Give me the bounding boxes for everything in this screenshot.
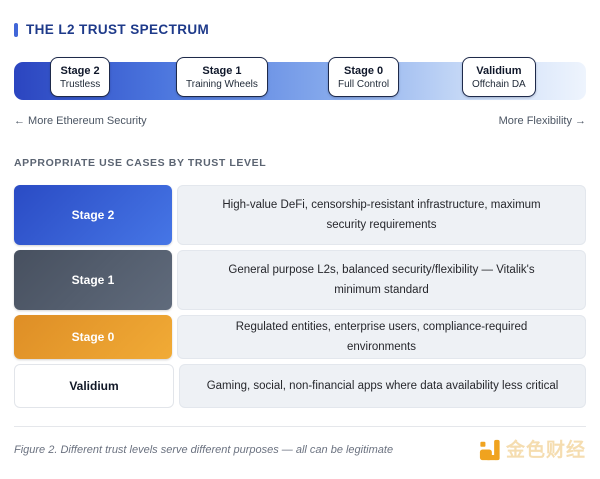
row-description: Regulated entities, enterprise users, co… — [177, 315, 586, 359]
row-description: Gaming, social, non-financial apps where… — [179, 364, 586, 408]
row-description: General purpose L2s, balanced security/f… — [177, 250, 586, 310]
stage-card-title: Stage 0 — [344, 64, 384, 77]
stage-card-validium: Validium Offchain DA — [462, 57, 536, 97]
figure-caption: Figure 2. Different trust levels serve d… — [14, 444, 394, 456]
stage-card-title: Stage 2 — [60, 64, 100, 77]
row-label-stage1: Stage 1 — [14, 250, 172, 310]
use-cases-table: Stage 2 High-value DeFi, censorship-resi… — [14, 185, 586, 408]
row-description: High-value DeFi, censorship-resistant in… — [177, 185, 586, 245]
trust-spectrum: Stage 2 Trustless Stage 1 Training Wheel… — [14, 57, 586, 101]
table-row: Stage 0 Regulated entities, enterprise u… — [14, 315, 586, 359]
brand-watermark: 金色财经 — [479, 439, 586, 461]
stage-card-subtitle: Full Control — [338, 78, 390, 90]
axis-label-flexibility: More Flexibility → — [498, 115, 586, 127]
jinse-finance-logo-icon — [479, 439, 500, 461]
title-accent-bar — [14, 22, 18, 37]
stage-card-title: Stage 1 — [202, 64, 242, 77]
axis-labels: ← More Ethereum Security More Flexibilit… — [14, 115, 586, 127]
stage-card-stage1: Stage 1 Training Wheels — [176, 57, 268, 97]
footer: Figure 2. Different trust levels serve d… — [14, 439, 586, 461]
page-title: THE L2 TRUST SPECTRUM — [26, 22, 210, 37]
table-row: Stage 2 High-value DeFi, censorship-resi… — [14, 185, 586, 245]
brand-watermark-text: 金色财经 — [505, 439, 586, 461]
row-label-validium: Validium — [14, 364, 174, 408]
row-label-stage2: Stage 2 — [14, 185, 172, 245]
footer-divider — [14, 426, 586, 427]
stage-card-subtitle: Offchain DA — [472, 78, 526, 90]
stage-card-stage2: Stage 2 Trustless — [50, 57, 111, 97]
use-cases-heading: APPROPRIATE USE CASES BY TRUST LEVEL — [14, 157, 267, 169]
table-row: Stage 1 General purpose L2s, balanced se… — [14, 250, 586, 310]
table-row: Validium Gaming, social, non-financial a… — [14, 364, 586, 408]
stage-card-title: Validium — [476, 64, 522, 77]
title-row: THE L2 TRUST SPECTRUM — [14, 0, 586, 37]
stage-card-subtitle: Training Wheels — [186, 78, 258, 90]
stage-card-stage0: Stage 0 Full Control — [328, 57, 400, 97]
axis-label-security: ← More Ethereum Security — [14, 115, 147, 127]
row-label-stage0: Stage 0 — [14, 315, 172, 359]
stage-card-subtitle: Trustless — [60, 78, 101, 90]
